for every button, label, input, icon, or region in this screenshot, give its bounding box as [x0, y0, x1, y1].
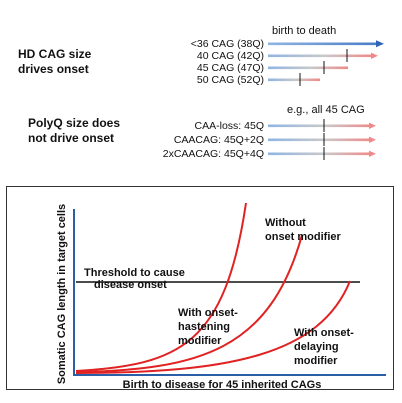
lifespan-bar-52q — [268, 78, 320, 82]
lifespan-bar-42q — [268, 54, 372, 58]
middle-heading-line-2: not drive onset — [28, 131, 114, 145]
threshold-label-line-1: Threshold to cause — [84, 267, 185, 279]
top-row-label-2: 40 CAG (42Q) — [197, 50, 264, 62]
polyq-arrowhead-45q2q — [369, 136, 376, 143]
y-axis-label: Somatic CAG length in target cells — [56, 204, 68, 384]
polyq-bar-45q2q — [268, 138, 370, 142]
lifespan-bar-38q — [268, 42, 378, 46]
curve-hastening-modifier — [75, 234, 303, 373]
top-heading-line-2: drives onset — [18, 62, 89, 76]
middle-row-label-3: 2xCAACAG: 45Q+4Q — [163, 148, 264, 160]
threshold-label-line-2: disease onset — [94, 279, 167, 291]
polyq-bar-45q — [268, 124, 370, 128]
middle-row-label-1: CAA-loss: 45Q — [195, 120, 264, 132]
top-heading-line-1: HD CAG size — [18, 47, 92, 61]
top-column-header: birth to death — [272, 25, 336, 37]
label-delaying-line-2: delaying — [294, 341, 339, 353]
x-axis-label: Birth to disease for 45 inherited CAGs — [123, 379, 322, 391]
label-hastening-line-1: With onset- — [178, 307, 238, 319]
polyq-arrowhead-45q4q — [369, 150, 376, 157]
label-delaying-line-1: With onset- — [294, 327, 354, 339]
top-row-label-4: 50 CAG (52Q) — [197, 74, 264, 86]
curve-without-modifier — [75, 202, 247, 372]
label-delaying-line-3: modifier — [294, 355, 338, 367]
lifespan-arrowhead-38q — [376, 40, 384, 48]
label-without-line-1: Without — [265, 217, 306, 229]
label-without-line-2: onset modifier — [265, 231, 342, 243]
label-hastening-line-3: modifier — [178, 335, 222, 347]
polyq-arrowhead-45q — [369, 122, 376, 129]
middle-heading-line-1: PolyQ size does — [28, 116, 120, 130]
curve-delaying-modifier — [75, 280, 351, 374]
top-row-label-3: 45 CAG (47Q) — [197, 62, 264, 74]
top-row-label-1: <36 CAG (38Q) — [191, 38, 264, 50]
lifespan-arrowhead-42q — [371, 52, 378, 59]
middle-column-header: e.g., all 45 CAG — [287, 104, 365, 116]
label-hastening-line-2: hastening — [178, 321, 230, 333]
polyq-bar-45q4q — [268, 152, 370, 156]
middle-row-label-2: CAACAG: 45Q+2Q — [174, 134, 264, 146]
lifespan-bar-47q — [268, 66, 348, 70]
